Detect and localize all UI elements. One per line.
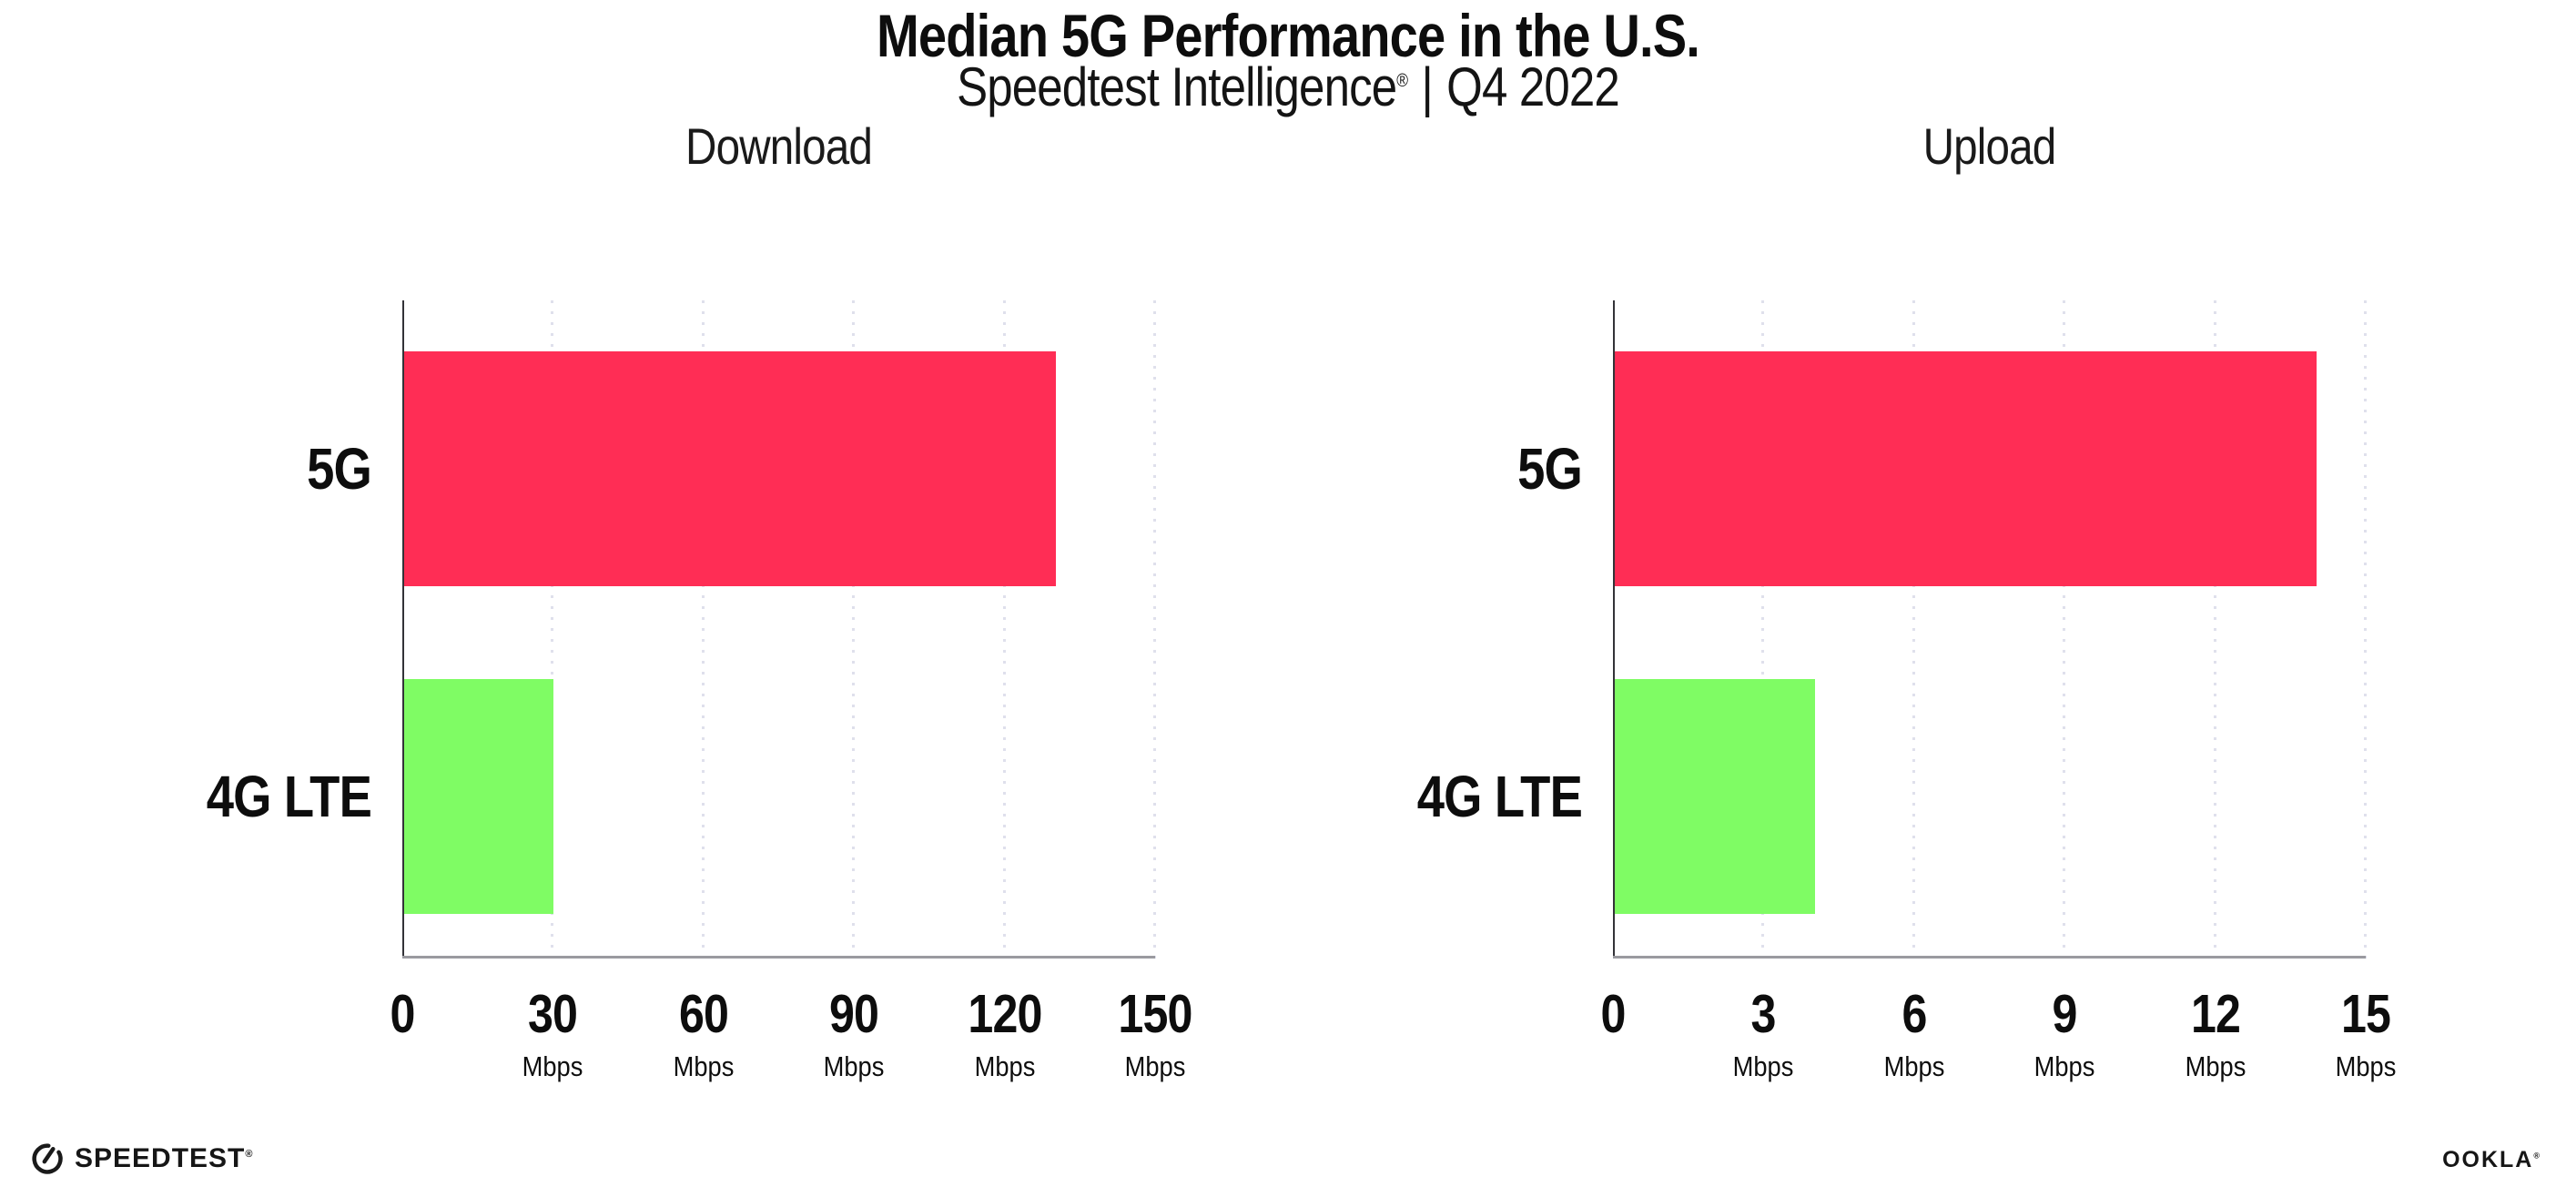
panel-title: Download bbox=[685, 117, 873, 175]
tick-unit: Mbps bbox=[1883, 1050, 1945, 1082]
gridline-120 bbox=[1002, 300, 1006, 959]
x-axis-line bbox=[402, 956, 1155, 959]
gridline-3 bbox=[1761, 300, 1765, 959]
speedtest-wordmark: SPEEDTEST® bbox=[75, 1143, 253, 1174]
x-axis-line bbox=[1613, 956, 2366, 959]
4g-lte-label: 4G LTE bbox=[206, 764, 372, 830]
5g-bar bbox=[1614, 351, 2317, 587]
4g-lte-bar bbox=[1614, 679, 1815, 915]
tick-value: 90 bbox=[829, 984, 879, 1044]
subtitle-separator: | bbox=[1421, 56, 1433, 117]
tick-15: 15 Mbps bbox=[2331, 984, 2400, 1082]
tick-120: 120 Mbps bbox=[961, 984, 1048, 1082]
tick-6: 6 Mbps bbox=[1880, 984, 1949, 1082]
tick-value: 6 bbox=[1902, 984, 1927, 1044]
speedtest-registered-mark: ® bbox=[245, 1149, 254, 1160]
speedtest-wordmark-text: SPEEDTEST bbox=[75, 1143, 246, 1173]
tick-9: 9 Mbps bbox=[2030, 984, 2099, 1082]
tick-unit: Mbps bbox=[2185, 1050, 2246, 1082]
tick-value: 3 bbox=[1750, 984, 1777, 1044]
tick-value: 0 bbox=[390, 984, 415, 1044]
ookla-logo: OOKLA® bbox=[2442, 1147, 2541, 1173]
tick-0: 0 bbox=[1598, 988, 1628, 1041]
gridline-30 bbox=[551, 300, 554, 959]
5g-label: 5G bbox=[1517, 436, 1583, 502]
y-axis-line bbox=[1613, 300, 1615, 959]
page-subtitle: Speedtest Intelligence® | Q4 2022 bbox=[193, 60, 2383, 115]
4g-lte-bar bbox=[403, 679, 554, 915]
subtitle-period: Q4 2022 bbox=[1446, 56, 1620, 117]
gridline-12 bbox=[2213, 300, 2216, 959]
tick-value: 0 bbox=[1600, 984, 1626, 1044]
gridline-9 bbox=[2063, 300, 2066, 959]
tick-3: 3 Mbps bbox=[1729, 984, 1798, 1082]
tick-unit: Mbps bbox=[2033, 1050, 2095, 1082]
gridline-60 bbox=[701, 300, 705, 959]
tick-60: 60 Mbps bbox=[669, 984, 738, 1082]
gridline-90 bbox=[852, 300, 856, 959]
tick-unit: Mbps bbox=[823, 1050, 885, 1082]
gridline-150 bbox=[1153, 300, 1156, 959]
tick-value: 15 bbox=[2340, 984, 2391, 1044]
tick-value: 9 bbox=[2052, 984, 2078, 1044]
tick-unit: Mbps bbox=[522, 1050, 583, 1082]
tick-value: 12 bbox=[2190, 984, 2241, 1044]
page-title: Median 5G Performance in the U.S. bbox=[876, 2, 1700, 69]
speedtest-gauge-icon bbox=[31, 1142, 64, 1175]
tick-unit: Mbps bbox=[2335, 1050, 2397, 1082]
speedtest-logo: SPEEDTEST® bbox=[31, 1142, 253, 1175]
panel-download: Download 5G 4G LTE 0 30 Mbps 60 Mbps 90 Mbps 120 Mb… bbox=[207, 0, 1193, 1197]
tick-value: 60 bbox=[678, 984, 729, 1044]
gridline-6 bbox=[1912, 300, 1915, 959]
tick-value: 30 bbox=[528, 984, 578, 1044]
download-plot-area: 5G 4G LTE bbox=[207, 300, 1156, 959]
panel-title: Upload bbox=[1922, 117, 2057, 175]
tick-unit: Mbps bbox=[673, 1050, 735, 1082]
gridline-15 bbox=[2364, 300, 2367, 959]
tick-30: 30 Mbps bbox=[518, 984, 587, 1082]
tick-value: 150 bbox=[1118, 984, 1192, 1044]
tick-unit: Mbps bbox=[1124, 1050, 1186, 1082]
tick-unit: Mbps bbox=[974, 1050, 1035, 1082]
panel-upload: Upload 5G 4G LTE 0 3 Mbps 6 Mbps 9 Mbps 12 Mbps 15 Mb… bbox=[1417, 0, 2397, 1197]
ookla-registered-mark: ® bbox=[2533, 1151, 2541, 1161]
y-axis-line bbox=[402, 300, 404, 959]
tick-0: 0 bbox=[388, 988, 417, 1041]
5g-label: 5G bbox=[307, 436, 372, 502]
tick-unit: Mbps bbox=[1733, 1050, 1794, 1082]
4g-lte-label: 4G LTE bbox=[1416, 764, 1583, 830]
upload-plot-area: 5G 4G LTE bbox=[1417, 300, 2367, 959]
subtitle-brand: Speedtest Intelligence bbox=[957, 56, 1397, 117]
tick-value: 120 bbox=[968, 984, 1042, 1044]
tick-12: 12 Mbps bbox=[2181, 984, 2250, 1082]
5g-bar bbox=[403, 351, 1056, 587]
ookla-wordmark-text: OOKLA bbox=[2442, 1147, 2534, 1172]
registered-trademark-icon: ® bbox=[1396, 71, 1408, 91]
tick-90: 90 Mbps bbox=[819, 984, 888, 1082]
tick-150: 150 Mbps bbox=[1111, 984, 1198, 1082]
